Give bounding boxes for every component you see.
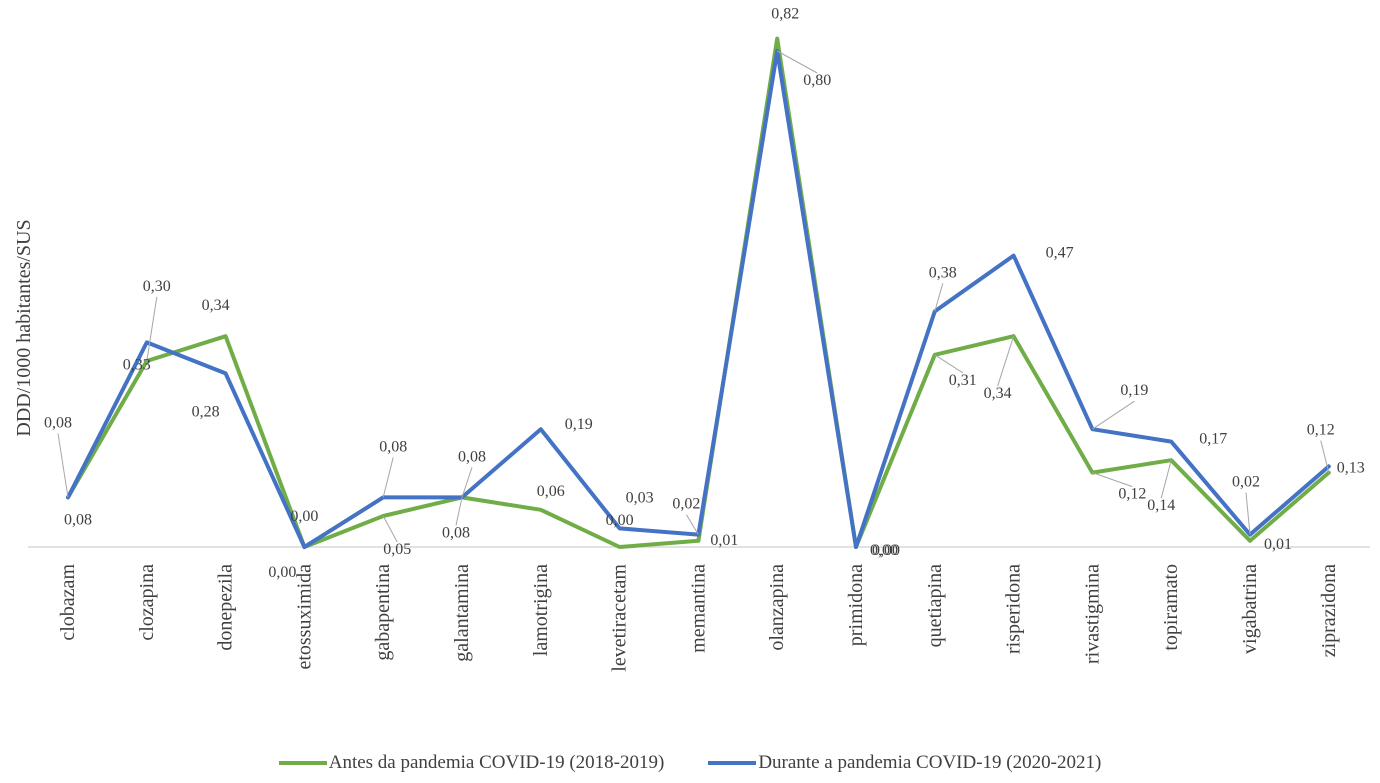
data-label-series-0: 0,14 — [1147, 497, 1175, 514]
leader-line — [461, 467, 473, 498]
x-tick-label: gabapentina — [372, 564, 394, 661]
data-label-series-1: 0,80 — [803, 72, 831, 89]
leader-line — [146, 296, 158, 362]
legend-item-before: Antes da pandemia COVID-19 (2018-2019) — [278, 752, 665, 774]
x-tick-label: etossuximida — [293, 564, 315, 670]
legend-swatch-before — [278, 761, 327, 765]
x-tick-label: risperidona — [1003, 564, 1025, 654]
legend: Antes da pandemia COVID-19 (2018-2019) D… — [0, 752, 1380, 774]
data-label-series-1: 0,19 — [565, 416, 593, 433]
series-line-1 — [66, 49, 1331, 549]
x-tick-label: vigabatrina — [1239, 564, 1261, 654]
data-label-series-1: 0,00 — [268, 564, 296, 581]
leader-line — [382, 515, 398, 543]
data-label-series-0: 0,00 — [606, 512, 634, 529]
x-tick-label: galantamina — [451, 564, 473, 662]
data-label-series-1: 0,28 — [192, 403, 220, 420]
x-tick-label: primidona — [845, 564, 867, 646]
data-label-series-0: 0,34 — [984, 385, 1012, 402]
data-label-series-0: 0,08 — [44, 414, 72, 431]
y-axis-label: DDD/1000 habitantes/SUS — [13, 219, 35, 436]
data-label-series-0: 0,08 — [442, 524, 470, 541]
leader-line — [685, 514, 699, 535]
x-tick-label: ziprazidona — [1318, 564, 1340, 657]
leader-line — [934, 283, 944, 312]
leader-line — [776, 50, 818, 74]
leader-line — [1320, 440, 1330, 473]
data-label-series-0: 0,12 — [1118, 486, 1146, 503]
data-label-series-1: 0,47 — [1046, 245, 1074, 262]
data-label-series-0: 0,00 — [290, 508, 318, 525]
data-label-series-0: 0,01 — [710, 532, 738, 549]
leader-line — [997, 336, 1015, 387]
data-label-series-0: 0,05 — [383, 541, 411, 558]
data-label-series-1: 0,02 — [1232, 474, 1260, 491]
x-tick-label: lamotrigina — [530, 564, 552, 656]
leader-line — [57, 433, 69, 498]
leader-line — [1245, 492, 1251, 535]
data-label-series-1: 0,00 — [870, 542, 898, 559]
x-tick-label: levetiracetam — [609, 564, 631, 672]
data-label-series-0: 0,06 — [537, 483, 565, 500]
x-tick-label: topiramato — [1160, 564, 1182, 651]
leader-line — [382, 457, 394, 498]
x-tick-label: olanzapina — [766, 564, 788, 651]
x-tick-label: memantina — [687, 564, 709, 653]
legend-label-before: Antes da pandemia COVID-19 (2018-2019) — [328, 752, 665, 773]
leader-line — [1160, 460, 1172, 499]
data-label-series-0: 0,31 — [949, 372, 977, 389]
leader-line — [1092, 472, 1133, 488]
data-label-series-1: 0,19 — [1120, 382, 1148, 399]
data-label-series-0: 0,01 — [1264, 536, 1292, 553]
legend-swatch-during — [708, 761, 757, 765]
data-label-series-1: 0,33 — [123, 356, 151, 373]
data-label-series-1: 0,17 — [1199, 431, 1227, 448]
legend-label-during: Durante a pandemia COVID-19 (2020-2021) — [758, 752, 1102, 773]
x-tick-label: clobazam — [57, 564, 79, 641]
leader-line — [1092, 400, 1135, 430]
x-tick-label: rivastigmina — [1081, 564, 1103, 664]
leader-line — [934, 354, 964, 374]
data-label-series-0: 0,82 — [771, 6, 799, 23]
data-label-series-1: 0,08 — [64, 511, 92, 528]
data-label-series-1: 0,08 — [458, 448, 486, 465]
leader-line — [455, 497, 463, 526]
data-label-series-1: 0,03 — [626, 489, 654, 506]
legend-item-during: Durante a pandemia COVID-19 (2020-2021) — [708, 752, 1101, 774]
data-label-series-1: 0,13 — [1337, 459, 1365, 476]
data-label-series-0: 0,00 — [872, 542, 900, 559]
x-tick-label: donepezila — [215, 564, 237, 651]
x-tick-label: quetiapina — [924, 564, 946, 647]
x-tick-label: clozapina — [136, 564, 158, 641]
data-label-series-1: 0,38 — [929, 264, 957, 281]
series-line-0 — [66, 36, 1331, 549]
data-label-series-1: 0,08 — [379, 438, 407, 455]
data-label-series-1: 0,02 — [672, 496, 700, 513]
data-label-series-0: 0,30 — [143, 278, 171, 295]
data-label-series-0: 0,12 — [1307, 422, 1335, 439]
line-chart: DDD/1000 habitantes/SUS 0,08 0,30 0,34 0,00… — [13, 6, 1370, 672]
data-label-series-0: 0,34 — [202, 297, 230, 314]
